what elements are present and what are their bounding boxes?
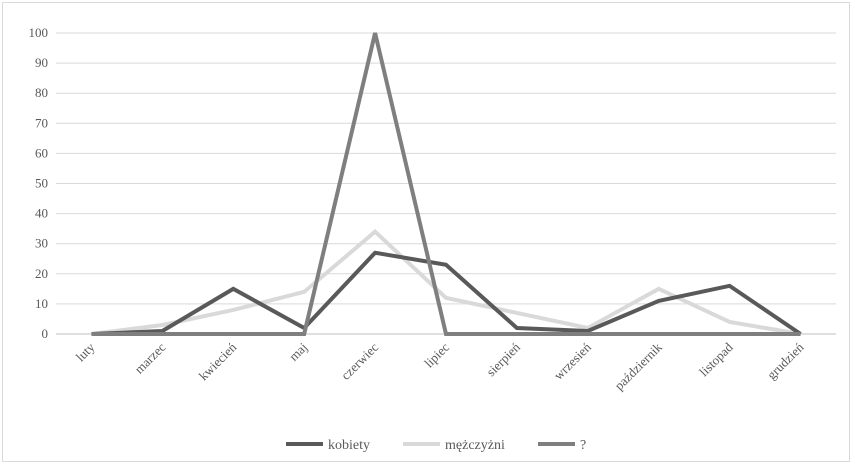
y-tick-label: 30 <box>35 236 48 251</box>
y-tick-label: 10 <box>35 296 48 311</box>
legend-label-2: ? <box>580 438 586 453</box>
y-tick-label: 50 <box>35 176 48 191</box>
x-tick-label: listopad <box>696 339 736 379</box>
y-axis-ticks: 0 10 20 30 40 50 60 70 80 90 100 <box>29 25 49 341</box>
y-tick-label: 90 <box>35 55 48 70</box>
y-tick-label: 70 <box>35 115 48 130</box>
x-tick-label: sierpień <box>483 339 523 379</box>
x-tick-label: marzec <box>131 339 168 376</box>
legend: kobiety mężczyżni? <box>286 438 586 453</box>
series-lines <box>91 32 802 336</box>
series-line-0 <box>91 250 802 336</box>
y-tick-label: 60 <box>35 145 48 160</box>
x-tick-label: czerwiec <box>338 339 381 382</box>
y-tick-label: 80 <box>35 85 48 100</box>
x-tick-label: luty <box>73 339 98 364</box>
series-line-1 <box>91 228 801 336</box>
x-tick-label: lipiec <box>421 339 452 370</box>
y-tick-label: 100 <box>29 25 49 40</box>
x-tick-label: grudzień <box>764 339 807 382</box>
y-tick-label: 40 <box>35 206 48 221</box>
x-tick-label: kwiecień <box>196 339 240 383</box>
y-tick-label: 20 <box>35 266 48 281</box>
legend-label-1: mężczyżni <box>445 438 505 453</box>
gridlines <box>56 32 836 335</box>
x-axis-ticks: luty marzec kwiecień maj czerwiec lipiec sierp… <box>73 339 807 393</box>
x-tick-label: maj <box>286 340 310 364</box>
line-chart: 0 10 20 30 40 50 60 70 80 90 100 luty marzec kwiecie… <box>29 25 836 453</box>
x-tick-label: wrzesień <box>551 339 595 383</box>
series-line-2 <box>91 32 801 336</box>
y-tick-label: 0 <box>42 326 49 341</box>
legend-label-0: kobiety <box>328 438 370 453</box>
x-tick-label: październik <box>611 339 665 393</box>
